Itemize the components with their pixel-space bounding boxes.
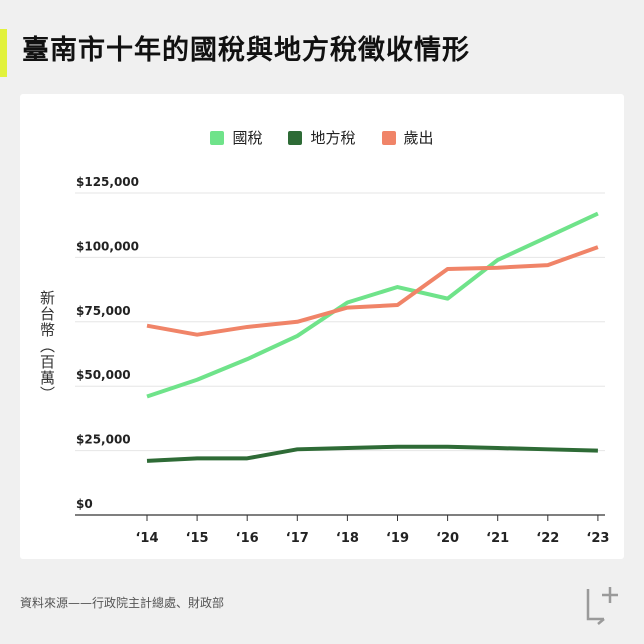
y-tick-label: $100,000: [76, 239, 139, 253]
series-line-local-tax: [146, 444, 598, 463]
x-tick-label: ‘21: [486, 531, 509, 546]
legend-swatch-local-tax: [288, 130, 303, 145]
y-tick-label: $125,000: [76, 175, 139, 189]
y-tick-label: $25,000: [76, 433, 131, 447]
legend-swatch-national-tax: [210, 130, 225, 145]
x-tick-label: ‘18: [336, 531, 359, 546]
title-accent-bar: [0, 29, 7, 77]
y-axis-label: 新台幣（百萬）: [38, 290, 56, 402]
series-line-national-tax: [146, 211, 599, 399]
x-tick-label: ‘22: [536, 531, 559, 546]
y-tick-label: $50,000: [76, 368, 131, 382]
page-title: 臺南市十年的國稅與地方稅徵收情形: [22, 35, 470, 66]
chart-card: [20, 94, 624, 559]
legend-swatch-expenditure: [381, 130, 396, 145]
x-tick-label: ‘15: [186, 531, 209, 546]
legend-item-expenditure: 歲出: [381, 127, 434, 148]
chart-legend: 國稅 地方稅 歲出: [0, 127, 644, 148]
y-tick-label: $75,000: [76, 304, 131, 318]
legend-item-local-tax: 地方稅: [288, 127, 356, 148]
legend-label-expenditure: 歲出: [403, 129, 434, 147]
source-note: 資料來源——行政院主計總處、財政部: [20, 596, 225, 610]
legend-label-national-tax: 國稅: [232, 129, 263, 147]
series-line-expenditure: [146, 245, 599, 337]
plus-logo-icon: [586, 587, 618, 625]
x-tick-label: ‘19: [386, 531, 409, 546]
legend-item-national-tax: 國稅: [210, 127, 262, 148]
x-tick-label: ‘16: [236, 531, 259, 546]
x-tick-label: ‘17: [286, 531, 309, 546]
legend-label-local-tax: 地方稅: [310, 129, 356, 147]
y-tick-label: $0: [76, 497, 93, 511]
x-tick-label: ‘23: [586, 531, 609, 546]
x-tick-label: ‘14: [135, 531, 158, 546]
x-tick-label: ‘20: [436, 531, 459, 546]
